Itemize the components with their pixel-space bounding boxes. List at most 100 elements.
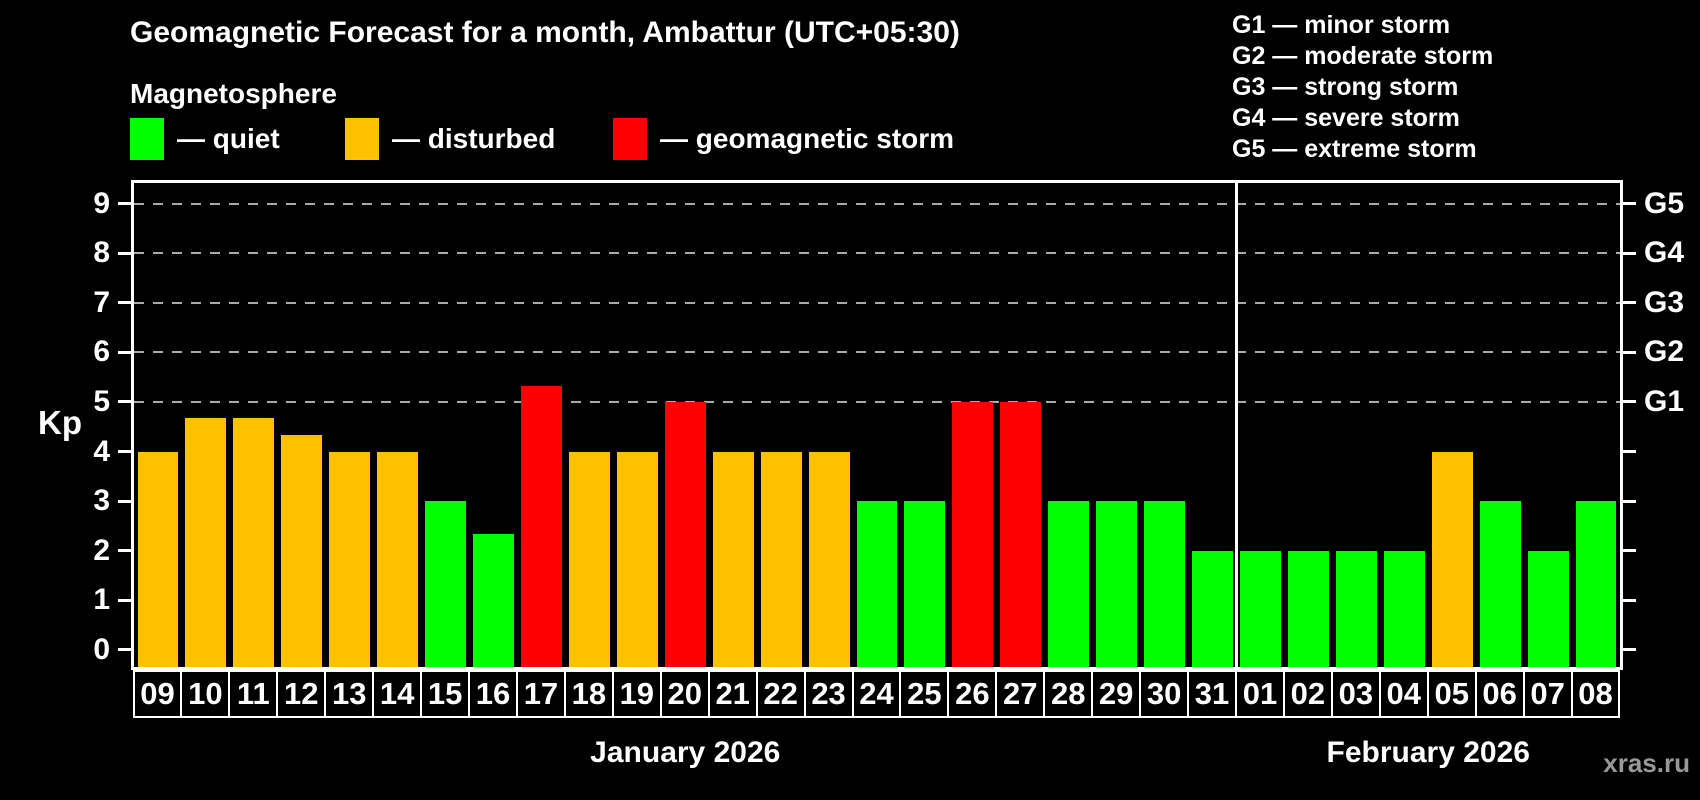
y-tick-label-5: 5 [93,384,110,418]
g-legend-line-g5: G5 — extreme storm [1232,135,1477,163]
bar-day-20 [664,401,706,667]
bar-day-27 [1000,401,1042,667]
right-tick-kp-6 [1623,350,1636,354]
day-label-26: 26 [947,670,998,718]
day-label-31: 31 [1187,670,1237,718]
day-label-11: 11 [228,670,279,718]
g-scale-label-g2: G2 [1644,335,1685,369]
quiet-color-swatch [130,118,164,160]
y-tick-label-1: 1 [93,583,110,617]
g-legend-line-g1: G1 — minor storm [1232,11,1451,39]
day-label-01: 01 [1235,670,1285,718]
chart-subtitle: Magnetosphere [130,78,337,109]
g-legend-line-g4: G4 — severe storm [1232,104,1460,132]
day-label-12: 12 [276,670,327,718]
bar-day-10 [185,418,227,667]
gridline-kp-9 [134,202,1620,205]
day-label-19: 19 [611,670,662,718]
bar-day-23 [808,451,850,667]
bar-day-08 [1575,501,1617,667]
right-tick-kp-5 [1623,400,1636,404]
g-scale-label-g4: G4 [1644,236,1685,270]
g-scale-label-g1: G1 [1644,384,1685,418]
day-label-21: 21 [707,670,758,718]
y-tick-label-2: 2 [93,533,110,567]
month-label-0: January 2026 [590,736,781,769]
y-tick-label-3: 3 [93,484,110,518]
bar-day-03 [1335,550,1377,667]
bar-day-07 [1527,550,1569,667]
bar-day-18 [568,451,610,667]
bar-day-30 [1144,501,1186,667]
day-label-09: 09 [132,670,183,718]
right-tick-kp-2 [1623,549,1636,553]
bar-day-19 [616,451,658,667]
left-tick-kp-4 [118,450,131,453]
day-label-05: 05 [1426,670,1477,718]
left-tick-kp-2 [118,549,131,553]
day-label-13: 13 [324,670,375,718]
day-label-04: 04 [1378,670,1429,718]
right-tick-kp-1 [1623,598,1636,602]
disturbed-color-swatch [345,118,379,160]
legend-item-disturbed: — disturbed [345,118,555,160]
storm-color-swatch [613,118,647,160]
day-label-02: 02 [1282,670,1333,718]
day-label-16: 16 [468,670,518,718]
bar-day-22 [760,451,802,667]
status-legend: — quiet — disturbed — geomagnetic storm [130,118,1030,162]
day-label-15: 15 [420,670,471,718]
right-tick-kp-4 [1623,450,1636,453]
bar-day-31 [1192,550,1233,667]
y-tick-label-9: 9 [93,186,110,220]
bar-day-26 [952,401,994,667]
y-tick-label-8: 8 [93,236,110,270]
bar-day-24 [856,501,898,667]
right-tick-kp-3 [1623,499,1636,503]
left-tick-kp-0 [118,648,131,652]
day-label-22: 22 [755,670,806,718]
bar-day-05 [1431,451,1473,667]
g-scale-label-g5: G5 [1644,186,1685,220]
gridline-kp-7 [134,301,1620,304]
g-legend-line-g3: G3 — strong storm [1232,73,1459,101]
day-labels-row: 09 10 11 12 13 14 15 16 17 18 19 20 21 22 23 24 25 26 27 28… [131,670,1623,718]
bar-day-09 [137,451,179,667]
day-label-27: 27 [995,670,1046,718]
legend-item-storm: — geomagnetic storm [613,118,954,160]
y-tick-label-4: 4 [93,434,110,468]
day-label-23: 23 [803,670,854,718]
bar-day-25 [904,501,946,667]
right-tick-kp-8 [1623,251,1636,255]
day-label-10: 10 [180,670,231,718]
left-tick-kp-1 [118,598,131,602]
bar-day-28 [1048,501,1090,667]
legend-label-storm: — geomagnetic storm [660,123,955,154]
left-tick-kp-3 [118,499,131,503]
month-label-1: February 2026 [1326,736,1530,769]
y-tick-label-7: 7 [93,285,110,319]
y-axis-title: Kp [38,404,82,441]
bar-day-11 [233,418,275,667]
bar-day-16 [473,534,514,667]
bar-day-06 [1479,501,1521,667]
right-tick-kp-7 [1623,301,1636,305]
day-label-25: 25 [899,670,950,718]
day-label-06: 06 [1474,670,1525,718]
gridline-kp-8 [134,252,1620,255]
day-label-03: 03 [1330,670,1381,718]
bar-day-01 [1240,550,1281,667]
bar-day-02 [1287,550,1329,667]
day-label-14: 14 [372,670,423,718]
day-label-07: 07 [1522,670,1573,718]
left-tick-kp-9 [118,202,131,206]
legend-label-quiet: — quiet [177,123,280,154]
bar-day-17 [520,385,562,667]
legend-label-disturbed: — disturbed [392,123,556,154]
left-tick-kp-8 [118,251,131,255]
bar-day-12 [281,435,323,667]
right-tick-kp-0 [1623,648,1636,652]
y-tick-label-0: 0 [93,632,110,666]
chart-title: Geomagnetic Forecast for a month, Ambatt… [130,16,960,49]
watermark-link[interactable]: xras.ru [1603,748,1690,778]
